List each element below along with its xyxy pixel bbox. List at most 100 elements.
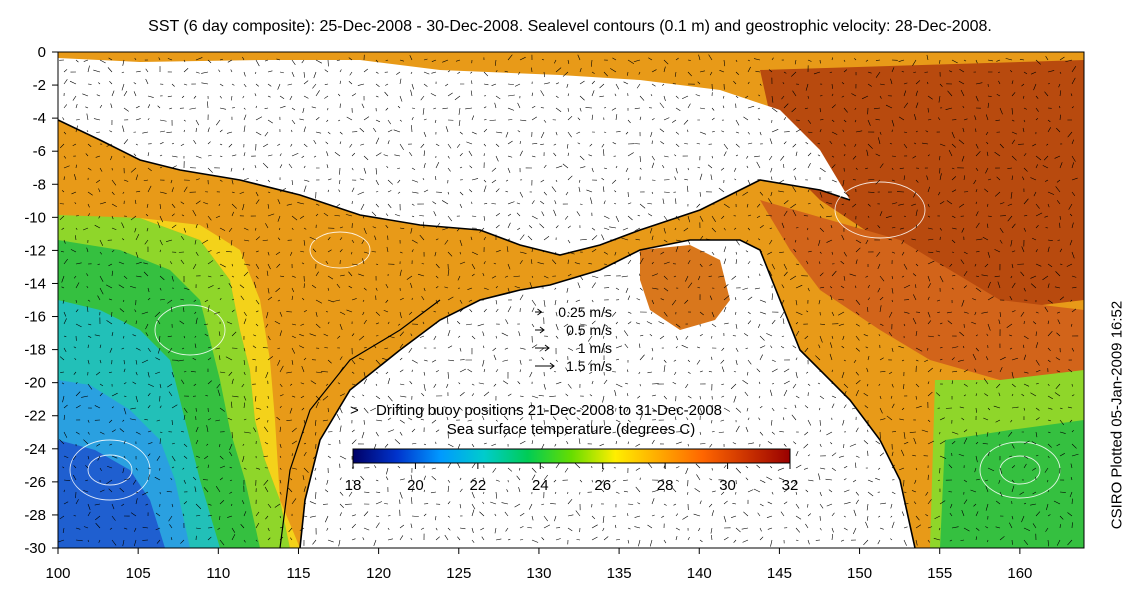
velocity-arrow: [193, 140, 197, 145]
velocity-arrow: [87, 299, 91, 302]
velocity-arrow: [459, 488, 463, 493]
velocity-arrow: [975, 167, 979, 172]
velocity-arrow: [382, 357, 389, 361]
velocity-arrow: [875, 179, 881, 185]
velocity-arrow: [183, 287, 190, 290]
velocity-arrow: [1071, 106, 1074, 109]
velocity-arrow: [411, 215, 415, 218]
velocity-arrow: [219, 129, 223, 133]
velocity-arrow: [361, 103, 365, 109]
velocity-arrow: [734, 227, 737, 230]
velocity-arrow: [903, 215, 907, 218]
velocity-arrow: [855, 239, 862, 244]
velocity-arrow: [1055, 357, 1061, 361]
velocity-arrow: [423, 83, 428, 87]
velocity-arrow: [758, 381, 761, 385]
velocity-arrow: [963, 429, 968, 433]
velocity-arrow: [699, 500, 702, 505]
velocity-arrow: [219, 58, 223, 61]
velocity-arrow: [627, 215, 633, 221]
velocity-arrow: [768, 155, 773, 161]
velocity-arrow: [695, 463, 701, 469]
velocity-arrow: [615, 131, 621, 133]
velocity-arrow: [866, 149, 869, 157]
velocity-arrow: [987, 370, 992, 373]
velocity-arrow: [483, 345, 485, 349]
velocity-arrow: [578, 438, 581, 445]
velocity-arrow: [63, 311, 67, 317]
velocity-arrow: [135, 275, 142, 278]
velocity-arrow: [1035, 342, 1039, 349]
velocity-arrow: [1023, 227, 1027, 232]
velocity-arrow: [123, 275, 128, 280]
velocity-arrow: [267, 191, 271, 193]
velocity-arrow: [866, 307, 869, 313]
velocity-arrow: [946, 311, 953, 314]
velocity-arrow: [747, 417, 750, 421]
velocity-arrow: [804, 107, 809, 110]
velocity-arrow: [155, 527, 161, 531]
velocity-arrow: [767, 527, 773, 530]
velocity-arrow: [433, 211, 437, 217]
velocity-arrow: [303, 486, 306, 493]
velocity-arrow: [720, 167, 725, 171]
velocity-arrow: [1023, 198, 1029, 205]
velocity-arrow: [1059, 431, 1066, 434]
velocity-arrow: [410, 282, 413, 289]
velocity-arrow: [687, 443, 689, 447]
velocity-arrow: [1047, 407, 1053, 410]
velocity-arrow: [819, 107, 821, 113]
velocity-arrow: [363, 491, 370, 493]
velocity-arrow: [830, 342, 833, 349]
y-tick-label: -8: [33, 176, 46, 193]
velocity-arrow: [1071, 429, 1074, 433]
velocity-arrow: [746, 239, 749, 243]
velocity-arrow: [98, 82, 101, 85]
velocity-arrow: [806, 227, 809, 231]
velocity-arrow: [519, 395, 524, 397]
velocity-arrow: [765, 214, 773, 217]
velocity-arrow: [543, 383, 546, 390]
velocity-arrow: [204, 299, 209, 303]
velocity-arrow: [69, 80, 77, 85]
velocity-arrow: [459, 307, 466, 313]
velocity-arrow: [926, 54, 929, 61]
velocity-arrow: [663, 359, 667, 363]
velocity-arrow: [507, 238, 511, 241]
velocity-arrow: [1054, 286, 1061, 289]
velocity-arrow: [958, 203, 965, 208]
velocity-arrow: [155, 512, 161, 517]
velocity-arrow: [683, 227, 689, 232]
velocity-arrow: [649, 333, 653, 337]
velocity-arrow: [637, 502, 641, 505]
velocity-arrow: [1059, 90, 1062, 97]
velocity-arrow: [685, 467, 689, 475]
velocity-arrow: [807, 119, 812, 124]
velocity-arrow: [579, 275, 584, 281]
velocity-arrow: [927, 275, 931, 282]
velocity-arrow: [709, 71, 713, 76]
velocity-arrow: [287, 83, 293, 86]
velocity-arrow: [567, 115, 573, 121]
velocity-arrow: [792, 209, 797, 217]
velocity-arrow: [327, 359, 332, 364]
velocity-arrow: [994, 151, 1001, 157]
velocity-arrow: [603, 335, 605, 339]
velocity-arrow: [471, 383, 475, 386]
velocity-arrow: [791, 414, 797, 421]
velocity-arrow: [311, 284, 317, 289]
velocity-arrow: [75, 282, 80, 289]
velocity-arrow: [363, 116, 370, 121]
velocity-arrow: [1070, 93, 1073, 97]
velocity-arrow: [423, 221, 425, 229]
velocity-arrow: [399, 491, 403, 499]
velocity-arrow: [183, 443, 188, 448]
velocity-arrow: [795, 491, 798, 495]
velocity-arrow: [348, 57, 353, 61]
velocity-arrow: [324, 515, 329, 523]
velocity-arrow: [495, 369, 499, 373]
velocity-arrow: [913, 437, 917, 445]
velocity-arrow: [374, 465, 377, 469]
velocity-arrow: [63, 414, 66, 421]
velocity-arrow: [1030, 177, 1037, 181]
